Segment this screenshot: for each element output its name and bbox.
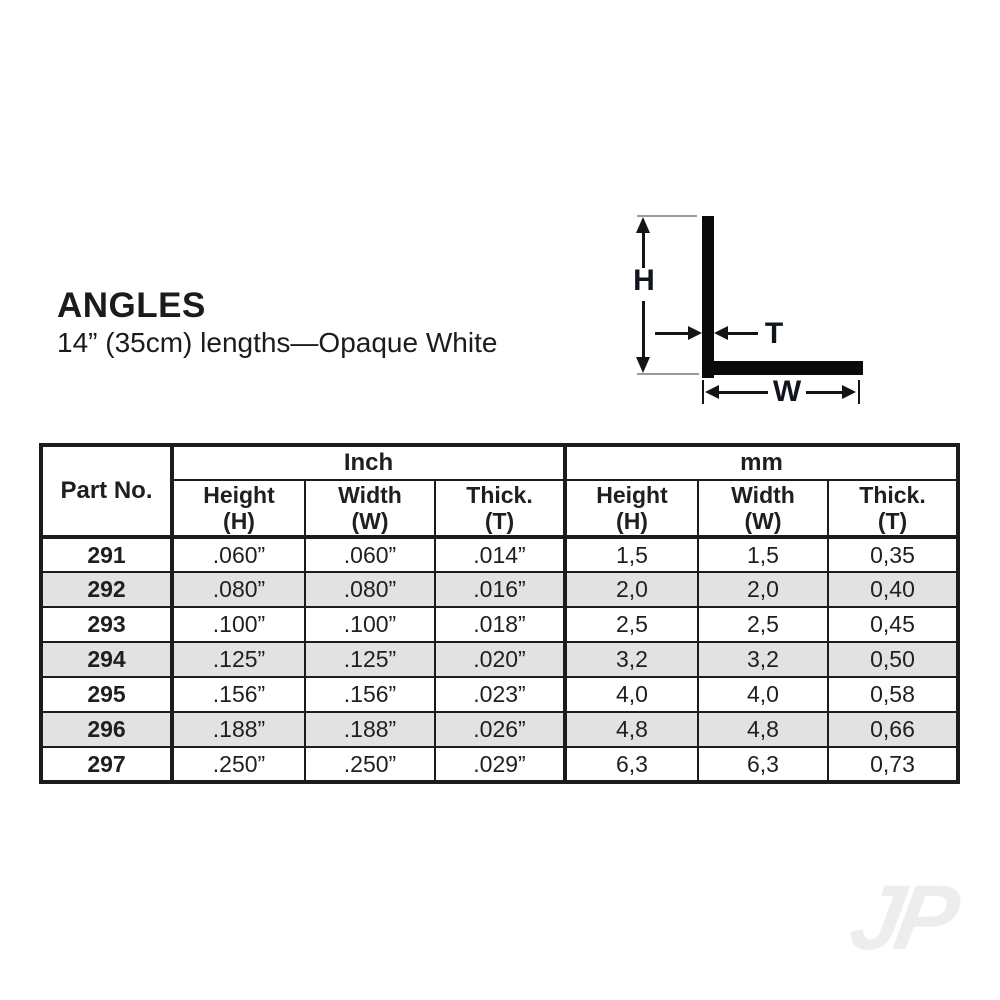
value-cell: .125”: [170, 641, 306, 678]
value-cell: .125”: [304, 641, 436, 678]
table-row: 293 .100” .100” .018” 2,5 2,5 0,45: [40, 606, 959, 643]
value-cell: 2,0: [697, 571, 829, 608]
value-cell: .016”: [434, 571, 566, 608]
page-title: ANGLES: [57, 286, 206, 325]
table-row: 295 .156” .156” .023” 4,0 4,0 0,58: [40, 676, 959, 713]
table-row: 294 .125” .125” .020” 3,2 3,2 0,50: [40, 641, 959, 678]
extension-line-bottom: [637, 373, 699, 375]
value-cell: 6,3: [697, 746, 829, 783]
column-header-row: Height (H) Width (W) Thick. (T) Height (…: [41, 479, 959, 539]
value-cell: 6,3: [563, 746, 699, 783]
value-cell: 0,66: [827, 711, 959, 748]
value-cell: .060”: [304, 536, 436, 573]
unit-group-row: Part No. Inch mm: [40, 444, 959, 539]
value-cell: 3,2: [697, 641, 829, 678]
value-cell: 1,5: [697, 536, 829, 573]
value-cell: .100”: [170, 606, 306, 643]
value-cell: .250”: [170, 746, 306, 783]
value-cell: .188”: [304, 711, 436, 748]
mm-thick-header: Thick. (T): [827, 479, 959, 539]
part-no-cell: 293: [40, 606, 173, 643]
value-cell: .100”: [304, 606, 436, 643]
mm-width-header: Width (W): [697, 479, 829, 539]
value-cell: .188”: [170, 711, 306, 748]
value-cell: .080”: [304, 571, 436, 608]
value-cell: 0,40: [827, 571, 959, 608]
w-dimension-line-left: [719, 391, 768, 394]
inch-group-header: Inch: [170, 444, 566, 481]
inch-thick-header: Thick. (T): [434, 479, 566, 539]
angle-horizontal-leg: [702, 361, 863, 375]
value-cell: 2,5: [563, 606, 699, 643]
part-no-cell: 291: [40, 536, 173, 573]
value-cell: .014”: [434, 536, 566, 573]
value-cell: 4,8: [563, 711, 699, 748]
jp-watermark-logo: JP: [843, 867, 960, 969]
value-cell: 4,8: [697, 711, 829, 748]
t-arrow-left-icon: [714, 326, 728, 340]
t-dimension-label: T: [764, 317, 784, 350]
w-dimension-line-right: [806, 391, 842, 394]
table-row: 296 .188” .188” .026” 4,8 4,8 0,66: [40, 711, 959, 748]
value-cell: 0,35: [827, 536, 959, 573]
h-dimension-label: H: [633, 264, 655, 297]
table-row: 297 .250” .250” .029” 6,3 6,3 0,73: [40, 746, 959, 783]
value-cell: 4,0: [697, 676, 829, 713]
extension-line-top: [637, 215, 697, 217]
part-no-cell: 295: [40, 676, 173, 713]
part-no-cell: 292: [40, 571, 173, 608]
w-tick-right: [858, 380, 860, 404]
w-dimension-label: W: [772, 375, 802, 408]
angle-diagram: H T W: [628, 203, 878, 418]
value-cell: 1,5: [563, 536, 699, 573]
value-cell: .023”: [434, 676, 566, 713]
w-arrow-right-icon: [842, 385, 856, 399]
part-no-cell: 297: [40, 746, 173, 783]
value-cell: 2,0: [563, 571, 699, 608]
t-arrow-right-icon: [688, 326, 702, 340]
value-cell: 0,45: [827, 606, 959, 643]
value-cell: .026”: [434, 711, 566, 748]
value-cell: .156”: [170, 676, 306, 713]
part-no-header: Part No.: [40, 444, 173, 539]
value-cell: .250”: [304, 746, 436, 783]
angle-vertical-leg: [702, 216, 714, 378]
value-cell: .060”: [170, 536, 306, 573]
h-arrow-down-icon: [636, 357, 650, 373]
h-arrow-up-icon: [636, 217, 650, 233]
value-cell: 0,50: [827, 641, 959, 678]
table-row: 292 .080” .080” .016” 2,0 2,0 0,40: [40, 571, 959, 608]
t-dimension-line-right: [728, 332, 758, 335]
mm-height-header: Height (H): [563, 479, 699, 539]
value-cell: 4,0: [563, 676, 699, 713]
value-cell: 3,2: [563, 641, 699, 678]
angles-spec-table: Part No. Inch mm Height (H) Width (W) Th…: [39, 443, 960, 784]
h-dimension-line-lower: [642, 301, 645, 358]
w-tick-left: [702, 380, 704, 404]
part-no-cell: 296: [40, 711, 173, 748]
t-dimension-line-left: [655, 332, 688, 335]
page-subtitle: 14” (35cm) lengths—Opaque White: [57, 327, 498, 358]
value-cell: 2,5: [697, 606, 829, 643]
w-arrow-left-icon: [705, 385, 719, 399]
table-row: 291 .060” .060” .014” 1,5 1,5 0,35: [40, 536, 959, 573]
part-no-cell: 294: [40, 641, 173, 678]
inch-height-header: Height (H): [170, 479, 306, 539]
value-cell: .080”: [170, 571, 306, 608]
value-cell: 0,58: [827, 676, 959, 713]
inch-width-header: Width (W): [304, 479, 436, 539]
value-cell: .020”: [434, 641, 566, 678]
h-dimension-line-upper: [642, 232, 645, 268]
title-block: ANGLES 14” (35cm) lengths—Opaque White: [57, 288, 497, 359]
value-cell: 0,73: [827, 746, 959, 783]
value-cell: .018”: [434, 606, 566, 643]
value-cell: .156”: [304, 676, 436, 713]
value-cell: .029”: [434, 746, 566, 783]
mm-group-header: mm: [563, 444, 959, 481]
